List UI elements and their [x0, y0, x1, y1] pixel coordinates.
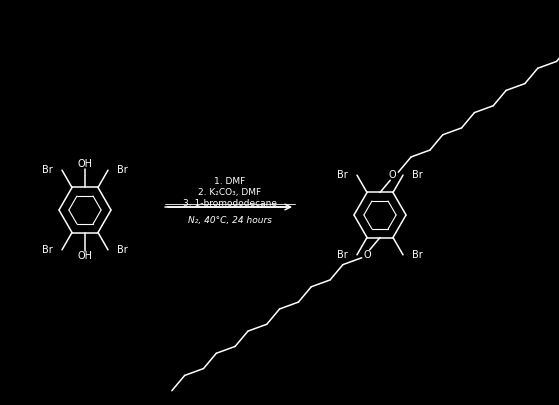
Text: Br: Br [117, 245, 128, 255]
Text: 1. DMF: 1. DMF [214, 177, 245, 185]
Text: Br: Br [42, 245, 53, 255]
Text: O: O [364, 250, 372, 260]
Text: Br: Br [337, 250, 348, 260]
Text: Br: Br [337, 170, 348, 180]
Text: Br: Br [117, 165, 128, 175]
Text: 3. 1-bromododecane: 3. 1-bromododecane [183, 198, 277, 207]
Text: N₂, 40°C, 24 hours: N₂, 40°C, 24 hours [188, 215, 272, 224]
Text: Br: Br [42, 165, 53, 175]
Text: Br: Br [412, 170, 423, 180]
Text: OH: OH [78, 251, 92, 260]
Text: 2. K₂CO₃, DMF: 2. K₂CO₃, DMF [198, 188, 262, 196]
Text: OH: OH [78, 160, 92, 169]
Text: Br: Br [412, 250, 423, 260]
Text: O: O [389, 170, 396, 180]
